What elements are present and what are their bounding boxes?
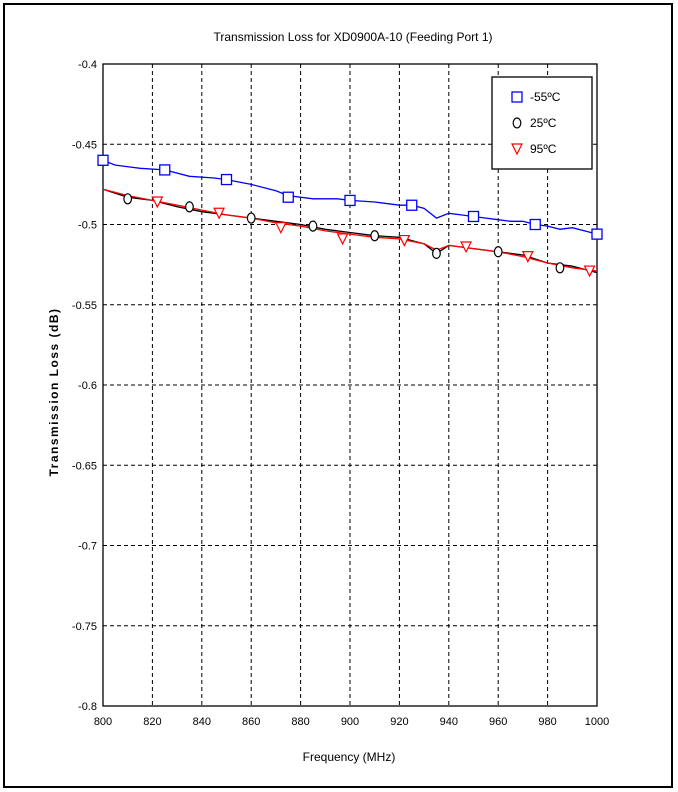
- y-tick-label: -0.65: [72, 460, 97, 472]
- x-tick-label: 800: [94, 716, 112, 728]
- y-tick-label: -0.45: [72, 139, 97, 151]
- x-tick-label: 980: [538, 716, 556, 728]
- data-point-triangle-down: [460, 241, 473, 254]
- x-axis-label: Frequency (MHz): [303, 750, 396, 764]
- data-point-triangle-down: [583, 265, 596, 278]
- data-point-circle: [123, 193, 133, 205]
- legend: -55ºC 25ºC 95ºC: [491, 76, 593, 170]
- legend-label: 95ºC: [530, 142, 557, 156]
- x-tick-label: 920: [390, 716, 408, 728]
- legend-box: [491, 76, 593, 170]
- data-point-circle: [370, 230, 380, 242]
- data-point-triangle-down: [274, 222, 287, 235]
- x-tick-label: 820: [143, 716, 161, 728]
- data-point-circle: [432, 247, 441, 259]
- data-point-triangle-down: [213, 207, 226, 220]
- legend-marker-square: [511, 91, 523, 103]
- data-point-square: [159, 164, 171, 176]
- y-axis-label: Transmission Loss (dB): [47, 307, 61, 476]
- data-point-triangle-down: [151, 196, 164, 209]
- data-point-square: [529, 218, 541, 231]
- series-markers: [97, 154, 603, 278]
- data-point-square: [282, 191, 294, 203]
- x-tick-label: 840: [193, 716, 211, 728]
- y-tick-label: -0.55: [72, 300, 97, 312]
- legend-label: -55ºC: [530, 90, 561, 104]
- data-point-triangle-down: [336, 233, 349, 246]
- y-tick-label: -0.4: [78, 59, 97, 71]
- y-tick-label: -0.6: [78, 380, 97, 392]
- x-tick-label: 880: [291, 716, 309, 728]
- y-tick-label: -0.75: [72, 621, 97, 633]
- chart-title: Transmission Loss for XD0900A-10 (Feedin…: [213, 30, 492, 44]
- grid-lines: [103, 64, 597, 706]
- data-point-triangle-down: [398, 234, 411, 247]
- data-point-square: [344, 194, 356, 207]
- data-point-square: [467, 210, 480, 223]
- data-point-triangle-down: [521, 251, 534, 263]
- y-tick-label: -0.7: [78, 541, 97, 553]
- x-tick-label: 960: [489, 716, 507, 728]
- y-axis-ticks: -0.4 -0.45 -0.5 -0.55 -0.6 -0.65 -0.7 -0.75 -0.8: [72, 59, 97, 713]
- y-tick-label: -0.8: [78, 701, 97, 713]
- data-point-circle: [185, 201, 194, 213]
- plot-area-border: [102, 63, 598, 707]
- data-point-square: [406, 199, 418, 211]
- legend-marker-triangle-down: [511, 143, 523, 156]
- y-tick-label: -0.5: [78, 220, 97, 232]
- legend-label: 25ºC: [530, 116, 557, 130]
- data-point-square: [97, 154, 109, 166]
- data-point-circle: [555, 262, 565, 274]
- data-point-square: [220, 173, 233, 186]
- x-tick-label: 860: [242, 716, 260, 728]
- x-axis-ticks: 800 820 840 860 880 900 920 940 960 980 1000: [94, 716, 609, 728]
- x-tick-label: 1000: [585, 716, 609, 728]
- data-point-circle: [493, 246, 503, 258]
- legend-marker-circle: [512, 117, 522, 129]
- x-tick-label: 900: [341, 716, 359, 728]
- data-point-square: [591, 228, 603, 240]
- data-point-circle: [246, 212, 256, 224]
- x-tick-label: 940: [440, 716, 458, 728]
- data-point-circle: [308, 220, 318, 232]
